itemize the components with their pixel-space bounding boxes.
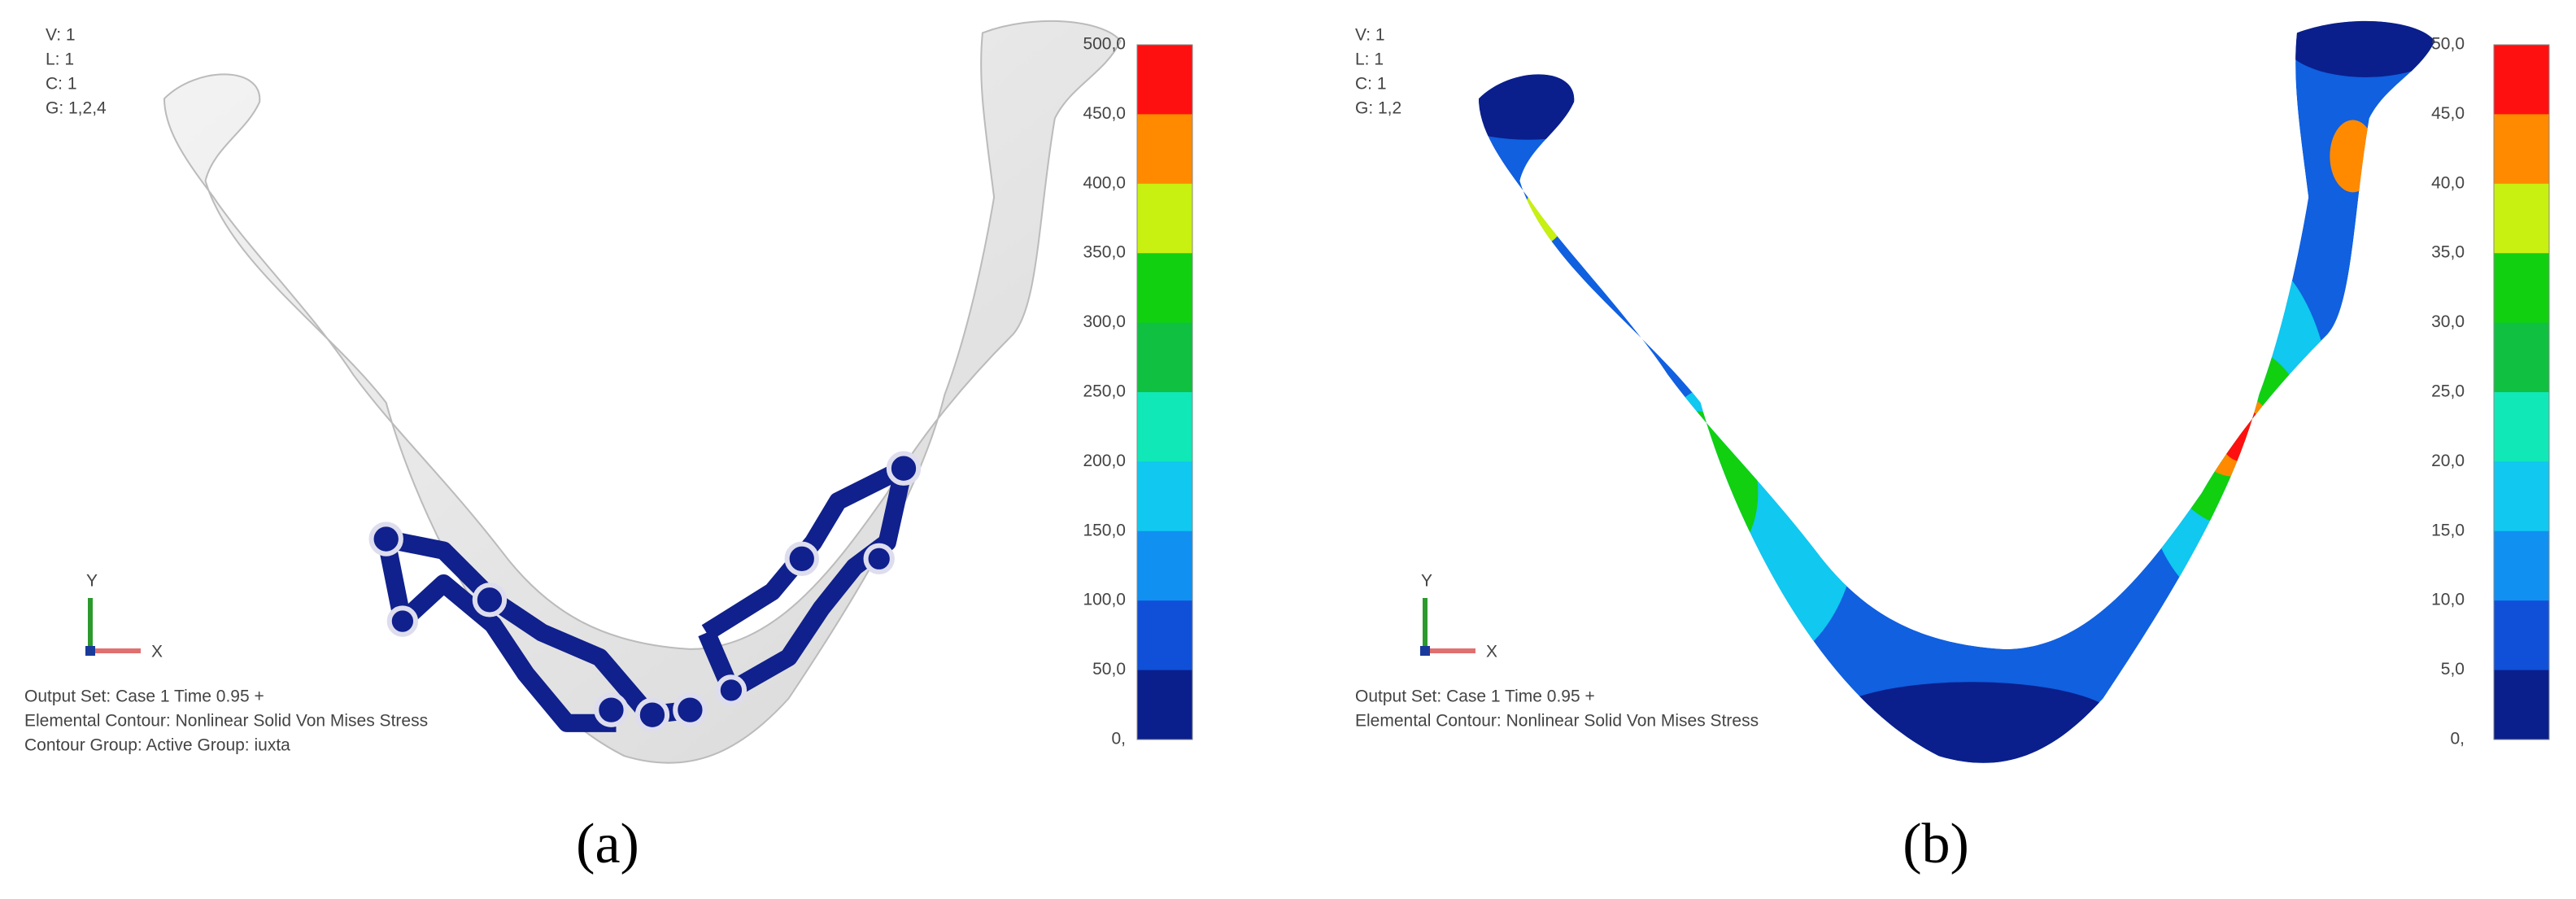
footer-line: Output Set: Case 1 Time 0.95 + [1355, 687, 1595, 706]
legend-label: 25,0 [2431, 382, 2465, 401]
legend-label: 5,0 [2441, 660, 2465, 679]
legend-swatch [1137, 600, 1192, 671]
header-line: V: 1 [1355, 26, 1385, 45]
legend-label: 450,0 [1083, 104, 1126, 123]
axis-label: Y [86, 572, 98, 591]
legend-swatch [2494, 392, 2549, 462]
screws [368, 451, 922, 732]
legend-swatch [1137, 183, 1192, 254]
legend-swatch [2494, 670, 2549, 740]
legend-label: 500,0 [1083, 35, 1126, 54]
legend-label: 350,0 [1083, 243, 1126, 262]
legend-swatch [2494, 600, 2549, 671]
legend-label: 150,0 [1083, 521, 1126, 539]
legend-swatch [1137, 392, 1192, 462]
header-line: V: 1 [46, 26, 76, 45]
legend-swatch [1137, 45, 1192, 115]
axis-label: X [1486, 643, 1497, 661]
header-line: C: 1 [46, 75, 77, 94]
legend-label: 0, [2450, 730, 2465, 748]
legend-swatch [1137, 670, 1192, 740]
legend-label: 20,0 [2431, 452, 2465, 470]
legend-swatch [2494, 183, 2549, 254]
legend-swatch [2494, 530, 2549, 601]
legend-swatch [2494, 461, 2549, 532]
stress-contour [1478, 20, 2435, 763]
panel-caption: (a) [576, 813, 639, 875]
model-views [163, 20, 2435, 764]
footer-line: Elemental Contour: Nonlinear Solid Von M… [24, 712, 428, 731]
header-line: C: 1 [1355, 75, 1387, 94]
header-line: L: 1 [46, 50, 74, 69]
legend-label: 15,0 [2431, 521, 2465, 539]
header-line: G: 1,2,4 [46, 99, 107, 118]
legend-swatch [1137, 530, 1192, 601]
legend-swatch [1137, 114, 1192, 185]
footer-line: Output Set: Case 1 Time 0.95 + [24, 687, 264, 706]
legend-label: 50,0 [2431, 35, 2465, 54]
legend-label: 35,0 [2431, 243, 2465, 262]
footer-line: Contour Group: Active Group: iuxta [24, 736, 290, 755]
legend-label: 40,0 [2431, 173, 2465, 192]
axis-origin [85, 646, 95, 656]
axis-label: X [151, 643, 163, 661]
mandible [163, 20, 1122, 764]
legend-label: 50,0 [1092, 660, 1126, 679]
legend-label: 30,0 [2431, 312, 2465, 331]
legend-label: 45,0 [2431, 104, 2465, 123]
header-line: G: 1,2 [1355, 99, 1401, 118]
legend-swatch [1137, 322, 1192, 393]
legend-swatch [2494, 253, 2549, 324]
legend-frame [2493, 44, 2550, 740]
legend-swatch [2494, 114, 2549, 185]
legend-frame [1136, 44, 1193, 740]
legend-label: 250,0 [1083, 382, 1126, 401]
footer-line: Elemental Contour: Nonlinear Solid Von M… [1355, 712, 1759, 731]
legend-label: 10,0 [2431, 591, 2465, 609]
axis-origin [1420, 646, 1430, 656]
legend-label: 400,0 [1083, 173, 1126, 192]
legend-swatch [1137, 253, 1192, 324]
panel-caption: (b) [1903, 813, 1969, 875]
legend-swatch [1137, 461, 1192, 532]
legend-label: 100,0 [1083, 591, 1126, 609]
legend-swatch [2494, 45, 2549, 115]
legend-label: 300,0 [1083, 312, 1126, 331]
legend-label: 0, [1111, 730, 1126, 748]
legend-swatch [2494, 322, 2549, 393]
axis-label: Y [1421, 572, 1432, 591]
header-line: L: 1 [1355, 50, 1384, 69]
legend-label: 200,0 [1083, 452, 1126, 470]
